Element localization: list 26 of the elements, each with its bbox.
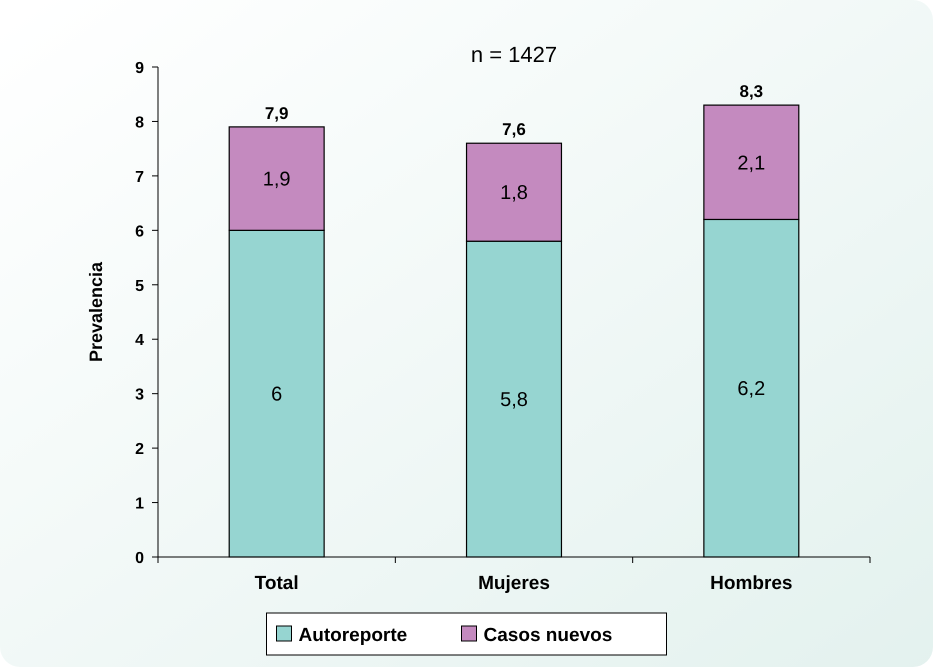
total-label: 7,9 [264,104,288,123]
y-tick-label: 7 [135,168,144,186]
data-label: 6 [271,384,282,406]
chart-title: n = 1427 [470,42,558,67]
data-label: 5,8 [500,389,528,412]
y-tick-label: 5 [135,278,144,295]
data-label: 6,2 [737,378,766,400]
x-tick-label: Mujeres [478,573,550,594]
x-tick-label: Hombres [710,573,793,594]
y-tick-label: 8 [135,114,144,132]
data-label: 1,8 [500,182,528,204]
y-tick-label: 4 [135,332,144,350]
y-tick-label: 6 [135,223,144,240]
legend-label: Casos nuevos [484,625,612,646]
data-label: 2,1 [737,152,766,174]
data-label: 1,9 [262,168,291,191]
legend-label: Autoreporte [298,625,408,646]
y-axis-title: Prevalencia [86,260,106,362]
y-tick-label: 3 [135,386,144,404]
x-tick-label: Total [254,573,299,594]
total-label: 8,3 [740,82,764,102]
y-tick-label: 0 [135,550,144,567]
total-label: 7,6 [502,120,526,140]
y-tick-label: 9 [135,60,144,77]
y-tick-label: 1 [135,496,144,513]
y-tick-label: 2 [135,441,144,458]
